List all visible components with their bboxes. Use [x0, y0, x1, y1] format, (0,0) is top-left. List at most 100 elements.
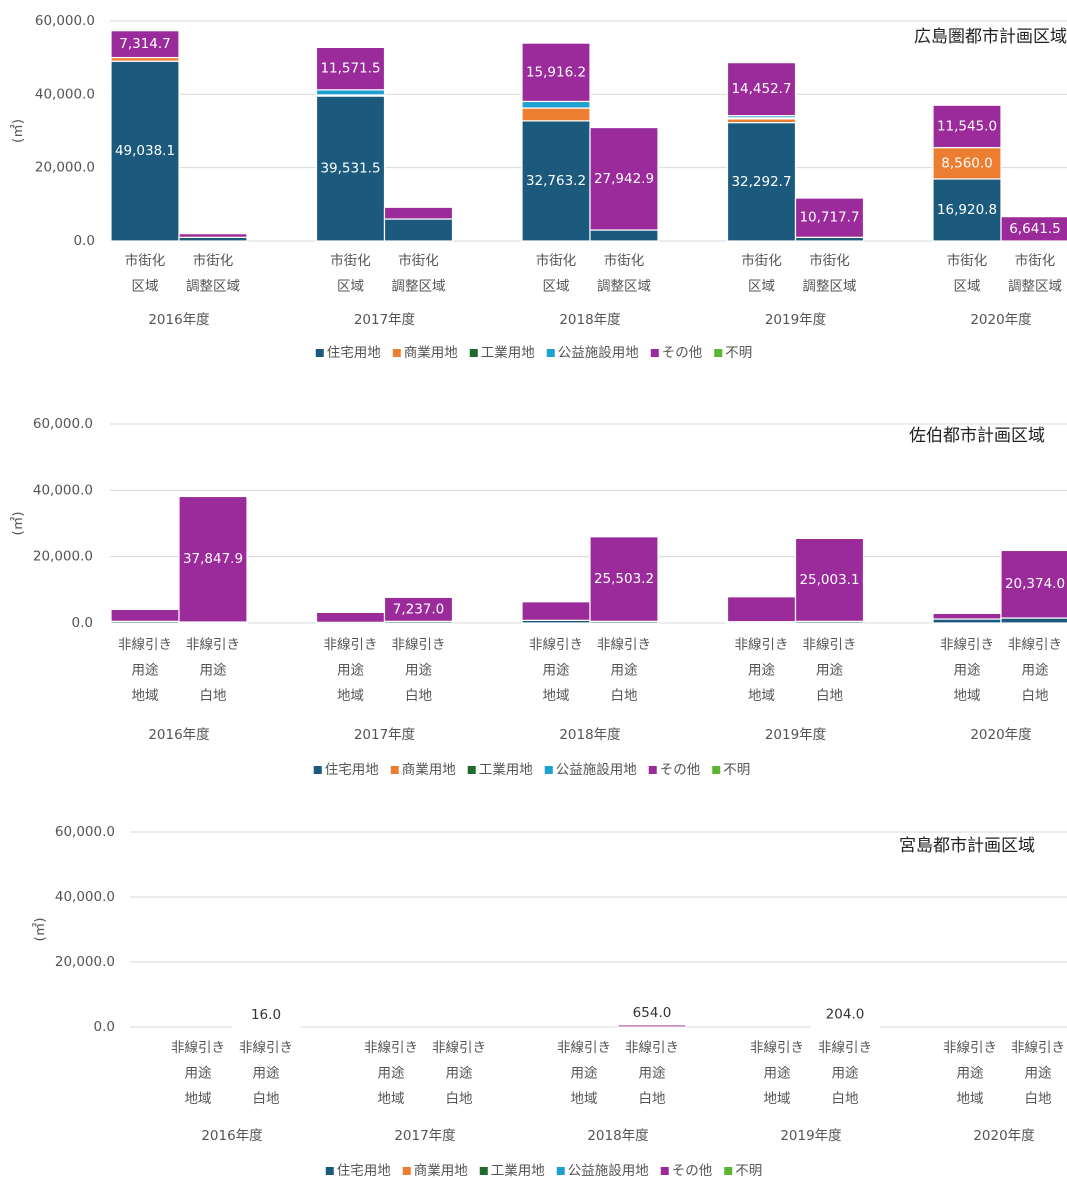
group-label: 2020年度	[970, 312, 1031, 328]
chart-title: 佐伯都市計画区域	[909, 426, 1045, 446]
legend-swatch	[469, 349, 478, 357]
x-tick-label: 用途	[1025, 1065, 1053, 1082]
legend-label: 工業用地	[481, 345, 535, 361]
x-tick-label: 白地	[446, 1091, 473, 1107]
bar-segment	[794, 197, 865, 238]
y-tick-label: 60,000.0	[55, 824, 115, 840]
data-label: 10,717.7	[799, 210, 859, 226]
bar-segment	[315, 46, 386, 91]
x-tick-label: 地域	[337, 688, 364, 704]
x-tick-label: 調整区域	[597, 279, 651, 295]
x-tick-label: 市街化	[193, 252, 234, 269]
x-tick-label: 白地	[1022, 688, 1050, 704]
x-tick-label: 用途	[132, 662, 159, 679]
chart: 宮島都市計画区域 (㎡) 0.0 20,000.0 40,000.0 60,000.0 20…	[32, 824, 1067, 1178]
x-tick-label: 区域	[748, 279, 775, 295]
bar-segment	[315, 95, 386, 242]
legend-swatch	[315, 349, 324, 357]
group-label: 2017年度	[354, 312, 415, 328]
y-tick-label: 40,000.0	[33, 482, 93, 498]
y-axis-label: (㎡)	[10, 119, 26, 143]
x-tick-label: 白地	[832, 1091, 860, 1107]
data-label: 16,920.8	[937, 202, 997, 218]
bar-segment	[794, 537, 865, 622]
bar-segment	[726, 62, 797, 117]
x-tick-label: 非線引き	[597, 637, 651, 653]
x-tick-label: 市街化	[536, 252, 577, 269]
data-label: 25,003.1	[799, 572, 859, 588]
legend-label: 公益施設用地	[568, 1163, 649, 1178]
bar-segment	[315, 611, 386, 623]
bar-segment	[810, 1025, 880, 1028]
data-label: 7,314.7	[119, 36, 171, 52]
group-label: 2018年度	[559, 727, 620, 743]
x-tick-label: 非線引き	[118, 637, 172, 653]
legend-label: その他	[660, 762, 701, 778]
x-tick-label: 用途	[405, 662, 432, 679]
x-tick-label: 用途	[611, 662, 639, 679]
group-label: 2017年度	[394, 1128, 455, 1144]
x-tick-label: 区域	[954, 279, 981, 295]
x-tick-label: 地域	[764, 1091, 791, 1107]
x-tick-label: 地域	[543, 688, 570, 704]
x-tick-label: 地域	[571, 1091, 598, 1107]
data-label: 204.0	[826, 1006, 865, 1022]
legend-swatch	[313, 766, 322, 774]
group-label: 2016年度	[148, 727, 209, 743]
bar-segment	[110, 60, 180, 242]
x-tick-label: 用途	[748, 662, 776, 679]
y-tick-label: 60,000.0	[35, 13, 95, 29]
x-tick-label: 調整区域	[392, 279, 446, 295]
group-label: 2016年度	[201, 1128, 262, 1144]
x-tick-label: 区域	[337, 279, 364, 295]
bar-segment	[1000, 549, 1067, 619]
x-tick-label: 非線引き	[186, 637, 240, 653]
bar-segment	[521, 107, 591, 122]
chart: 佐伯都市計画区域 (㎡) 0.0 20,000.0 40,000.0 60,000.0 20…	[10, 416, 1067, 778]
data-label: 37,847.9	[183, 551, 243, 567]
legend-label: 公益施設用地	[558, 345, 639, 361]
bar-segment	[315, 89, 386, 96]
x-tick-label: 市街化	[809, 252, 850, 269]
x-tick-label: 非線引き	[171, 1040, 225, 1056]
legend-label: 住宅用地	[325, 762, 379, 778]
group-label: 2017年度	[354, 727, 415, 743]
bar-segment	[1000, 216, 1067, 242]
x-tick-label: 非線引き	[803, 637, 857, 653]
x-tick-label: 非線引き	[239, 1040, 293, 1056]
x-tick-label: 地域	[378, 1091, 405, 1107]
legend-swatch	[660, 1167, 669, 1175]
bar-segment	[1000, 617, 1067, 624]
x-tick-label: 非線引き	[750, 1040, 804, 1056]
legend-label: 商業用地	[404, 345, 458, 361]
legend-label: 商業用地	[414, 1163, 468, 1178]
x-tick-label: 非線引き	[324, 637, 378, 653]
y-tick-label: 0.0	[94, 1019, 115, 1035]
legend-swatch	[467, 766, 476, 774]
x-tick-label: 用途	[253, 1065, 280, 1082]
y-axis-label: (㎡)	[32, 917, 48, 941]
legend-label: 工業用地	[479, 762, 533, 778]
x-tick-label: 地域	[957, 1091, 984, 1107]
data-label: 39,531.5	[320, 161, 380, 177]
data-label: 15,916.2	[526, 64, 586, 80]
legend-swatch	[544, 766, 553, 774]
data-label: 32,763.2	[526, 173, 586, 189]
x-tick-label: 用途	[200, 662, 227, 679]
y-axis-label: (㎡)	[10, 511, 26, 535]
legend: 住宅用地 商業用地 工業用地 公益施設用地 その他 不明	[313, 762, 750, 778]
legend-swatch	[648, 766, 657, 774]
x-tick-label: 非線引き	[625, 1040, 679, 1056]
y-tick-label: 0.0	[74, 233, 95, 249]
x-tick-label: 用途	[185, 1065, 212, 1082]
data-label: 27,942.9	[594, 171, 654, 187]
x-tick-label: 用途	[764, 1065, 792, 1082]
bar-segment	[932, 146, 1002, 180]
x-tick-label: 用途	[446, 1065, 473, 1082]
bar-segment	[178, 495, 248, 623]
legend-swatch	[724, 1167, 733, 1175]
x-tick-label: 白地	[1025, 1091, 1053, 1107]
x-tick-label: 調整区域	[803, 279, 857, 295]
bar-segment	[110, 608, 180, 622]
x-tick-label: 非線引き	[557, 1040, 611, 1056]
